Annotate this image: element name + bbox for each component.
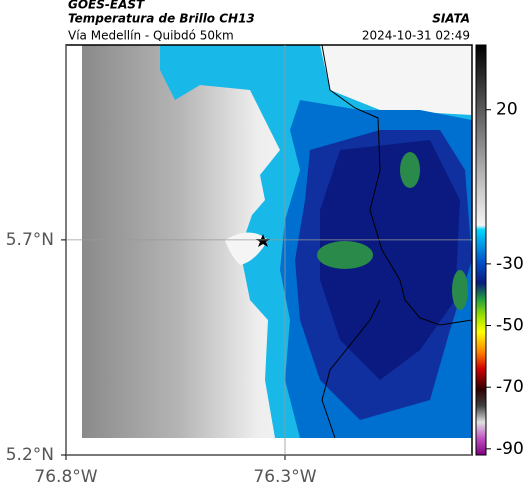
colorbar-tick-label: -70 — [496, 377, 524, 397]
colorbar-tick-label: -30 — [496, 254, 524, 274]
timestamp: 2024-10-31 02:49 — [362, 29, 470, 43]
map-image — [82, 44, 473, 439]
subtitle: Temperatura de Brillo CH13 — [68, 12, 255, 26]
y-tick-label: 5.2°N — [6, 445, 54, 465]
colorbar-tick-label: -90 — [496, 439, 524, 459]
x-tick-label: 76.3°W — [253, 467, 316, 487]
x-tick-label: 76.8°W — [34, 467, 97, 487]
title: GOES-EAST — [68, 0, 145, 12]
caption: Vía Medellín - Quibdó 50km — [68, 29, 234, 43]
colorbar-tick-label: -50 — [496, 316, 524, 336]
y-tick-label: 5.7°N — [6, 230, 54, 250]
source: SIATA — [432, 12, 470, 26]
colorbar-tick-label: 20 — [496, 100, 518, 120]
colorbar — [475, 44, 487, 456]
